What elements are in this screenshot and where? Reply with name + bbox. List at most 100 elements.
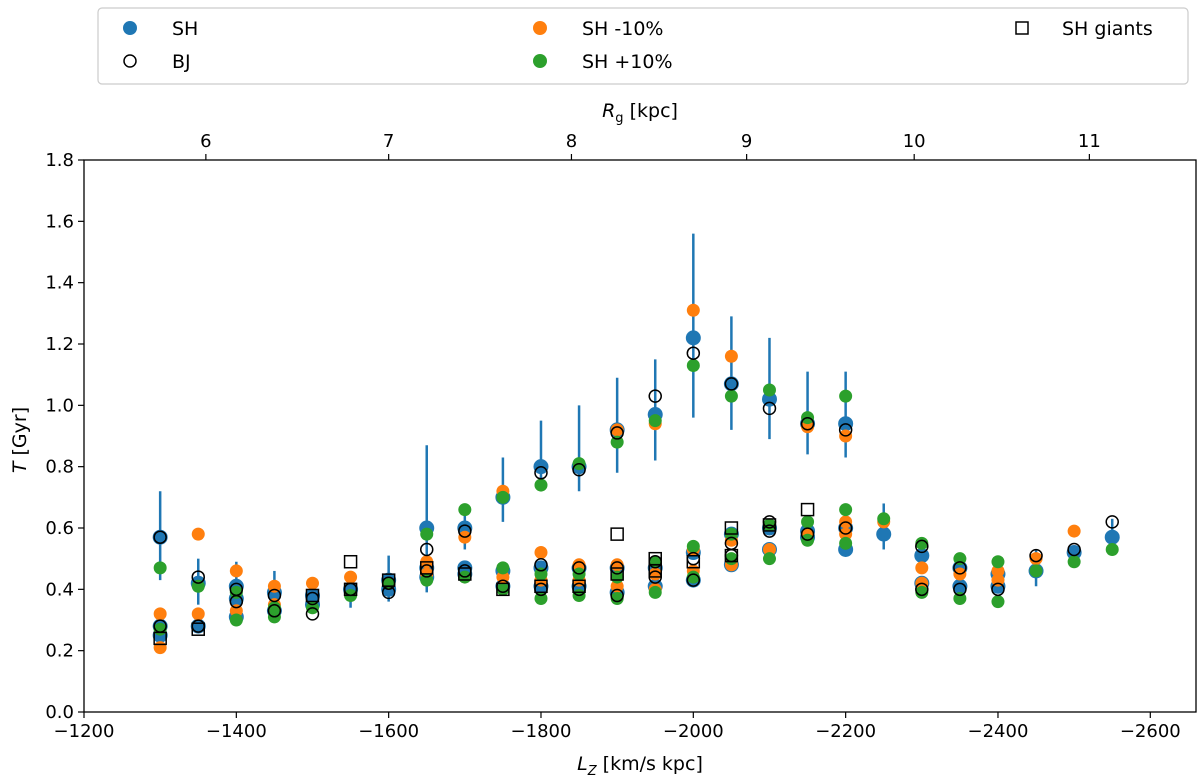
point-sh-plus10pct xyxy=(648,414,662,428)
point-sh-plus10pct xyxy=(839,389,853,403)
point-sh-plus10pct xyxy=(991,555,1005,569)
point-sh-plus10pct xyxy=(877,512,891,526)
point-bj xyxy=(838,521,853,535)
point-sh-plus10pct xyxy=(267,601,281,615)
x-tick-label: −2600 xyxy=(1120,721,1181,742)
point-sh-giants xyxy=(343,554,358,569)
point-sh-giants xyxy=(724,548,739,563)
point-sh-minus10pct xyxy=(267,579,281,593)
point-sh-plus10pct xyxy=(534,592,548,606)
point-bj xyxy=(838,423,853,437)
point-sh-minus10pct xyxy=(724,349,738,363)
point-sh-plus10pct xyxy=(420,527,434,541)
point-sh-plus10pct xyxy=(839,536,853,550)
data-points xyxy=(152,303,1120,655)
point-bj xyxy=(267,588,282,603)
point-sh-minus10pct xyxy=(1029,552,1043,566)
y-tick-label: 1.6 xyxy=(45,211,74,232)
point-sh xyxy=(876,526,892,542)
point-sh-giants xyxy=(496,582,510,597)
point-sh-minus10pct xyxy=(496,570,510,584)
point-sh-minus10pct xyxy=(991,573,1005,587)
y-tick-label: 0.6 xyxy=(45,518,74,539)
point-sh-plus10pct xyxy=(1029,564,1043,578)
top-tick-label: 7 xyxy=(383,131,394,152)
point-sh-plus10pct xyxy=(762,552,776,566)
point-sh-plus10pct xyxy=(953,552,967,566)
y-tick-label: 1.4 xyxy=(45,273,74,294)
point-sh-giants xyxy=(610,567,624,581)
point-sh-plus10pct xyxy=(610,435,624,449)
point-bj xyxy=(1029,548,1043,563)
point-sh-minus10pct xyxy=(344,570,358,584)
x-tick-label: −2000 xyxy=(663,721,724,742)
point-bj xyxy=(762,401,777,416)
point-bj xyxy=(153,530,167,544)
axes-ticks: −1200 −1400 −1600 −1800 −2000 −2200 −2400 −2600… xyxy=(45,131,1180,742)
legend-label-sh-giants: SH giants xyxy=(1062,18,1153,40)
point-sh-plus10pct xyxy=(648,585,662,599)
y-tick-label: 0.0 xyxy=(45,702,74,723)
legend-frame xyxy=(97,7,1189,85)
point-bj xyxy=(915,539,929,554)
point-bj xyxy=(724,377,739,391)
point-bj xyxy=(1067,542,1081,557)
point-bj xyxy=(534,466,548,480)
point-bj xyxy=(953,582,967,597)
point-sh-plus10pct xyxy=(1105,542,1119,556)
point-bj xyxy=(419,542,434,557)
point-sh-minus10pct xyxy=(801,420,815,434)
point-sh-giants xyxy=(381,573,396,587)
legend-label-sh-minus10: SH -10% xyxy=(582,18,663,40)
y-tick-label: 0.8 xyxy=(45,457,74,478)
y-tick-label: 0.2 xyxy=(45,641,74,662)
point-sh-minus10pct xyxy=(762,542,776,556)
point-sh-minus10pct xyxy=(191,607,205,621)
point-sh-giants xyxy=(648,564,662,578)
legend: SH BJ SH -10% SH +10% SH giants xyxy=(97,7,1189,85)
y-axis-label: T [Gyr] xyxy=(9,407,31,473)
point-sh-plus10pct xyxy=(686,570,700,584)
point-sh-plus10pct xyxy=(953,592,967,606)
legend-marker-sh-plus10 xyxy=(533,54,547,68)
x-axis-label: LZ [km/s kpc] xyxy=(577,753,703,779)
point-sh-giants xyxy=(762,518,777,532)
point-sh-minus10pct xyxy=(191,527,205,541)
point-sh-minus10pct xyxy=(991,564,1005,578)
top-tick-label: 9 xyxy=(741,131,752,152)
y-tick-label: 1.0 xyxy=(45,395,74,416)
plot-frame xyxy=(83,159,1197,713)
point-sh-plus10pct xyxy=(915,585,929,599)
point-sh-giants xyxy=(686,554,701,569)
x-tick-label: −2200 xyxy=(815,721,876,742)
legend-marker-sh-minus10 xyxy=(533,21,547,35)
top-tick-label: 10 xyxy=(903,131,926,152)
point-sh-giants xyxy=(724,521,739,535)
point-bj xyxy=(610,588,624,603)
point-sh-giants xyxy=(343,582,358,597)
point-sh-minus10pct xyxy=(915,561,929,575)
point-sh-plus10pct xyxy=(686,358,700,372)
point-bj xyxy=(915,582,929,597)
point-sh-plus10pct xyxy=(496,561,510,575)
point-sh-giants xyxy=(800,502,815,517)
point-bj xyxy=(534,558,548,572)
point-sh-plus10pct xyxy=(496,490,510,504)
point-sh xyxy=(1066,545,1082,561)
point-sh-plus10pct xyxy=(610,592,624,606)
point-sh-plus10pct xyxy=(191,579,205,593)
point-bj xyxy=(305,607,320,621)
point-sh-plus10pct xyxy=(915,536,929,550)
x-tick-label: −1800 xyxy=(511,721,572,742)
point-sh-giants xyxy=(458,567,472,581)
point-sh xyxy=(952,578,968,594)
point-sh-minus10pct xyxy=(610,579,624,593)
legend-label-bj: BJ xyxy=(172,51,191,73)
point-sh-plus10pct xyxy=(496,582,510,596)
point-sh-plus10pct xyxy=(686,539,700,553)
point-sh-minus10pct xyxy=(534,546,548,560)
point-sh-minus10pct xyxy=(229,564,243,578)
point-sh-giants xyxy=(534,579,548,594)
point-bj xyxy=(610,426,624,440)
